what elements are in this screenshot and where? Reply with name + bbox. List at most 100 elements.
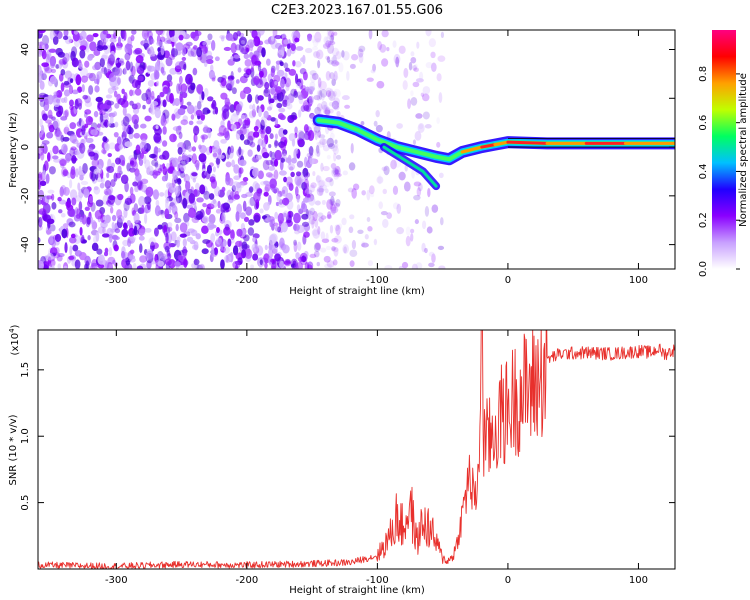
noise-blob [149, 153, 157, 159]
noise-blob [342, 50, 350, 61]
noise-blob [61, 166, 68, 178]
noise-blob [322, 184, 327, 191]
noise-blob [111, 86, 119, 91]
noise-blob [333, 172, 342, 178]
noise-blob [288, 183, 294, 191]
noise-blob [215, 227, 220, 234]
noise-blob [176, 170, 181, 176]
snr-frame [37, 329, 676, 570]
noise-blob [114, 59, 119, 64]
noise-blob [46, 229, 52, 235]
noise-blob [162, 166, 168, 176]
noise-blob [325, 70, 331, 81]
noise-blob [179, 159, 188, 166]
noise-blob [115, 172, 121, 179]
noise-blob [212, 152, 218, 158]
noise-blob [290, 43, 296, 52]
noise-blob [191, 263, 196, 269]
noise-blob [317, 77, 322, 88]
noise-blob [327, 43, 335, 54]
noise-blob [243, 216, 250, 223]
noise-blob [326, 154, 331, 160]
noise-blob [282, 244, 290, 254]
noise-blob [69, 179, 73, 189]
noise-blob [138, 196, 146, 207]
noise-blob [226, 83, 232, 91]
noise-blob [102, 149, 107, 155]
noise-blob [416, 41, 420, 49]
noise-blob [103, 66, 107, 76]
noise-blob [329, 88, 334, 99]
noise-blob [358, 45, 366, 53]
noise-blob [163, 37, 172, 45]
noise-blob [313, 94, 321, 101]
noise-blob [263, 191, 269, 197]
noise-blob [132, 181, 139, 187]
noise-blob [233, 194, 240, 200]
noise-blob [96, 131, 104, 136]
noise-blob [329, 178, 334, 187]
noise-blob [134, 185, 139, 193]
noise-blob [327, 90, 336, 101]
noise-blob [332, 54, 337, 65]
noise-blob [63, 80, 70, 86]
noise-blob [55, 64, 60, 69]
noise-blob [57, 252, 65, 258]
noise-blob [274, 80, 278, 85]
snr-y-ticks: 0.5 1.0 1.5 [20, 362, 675, 511]
noise-blob [93, 110, 99, 118]
noise-blob [129, 235, 137, 242]
noise-blob [162, 86, 169, 95]
noise-blob [114, 228, 121, 234]
noise-blob [303, 250, 309, 258]
noise-blob [59, 158, 67, 167]
noise-blob [123, 125, 129, 135]
noise-blob [298, 256, 303, 263]
noise-blob [377, 174, 382, 185]
noise-blob [177, 108, 186, 116]
noise-blob [177, 125, 182, 131]
noise-blob [313, 250, 320, 258]
noise-blob [324, 178, 331, 188]
noise-blob [160, 209, 164, 215]
noise-blob [250, 264, 255, 269]
noise-blob [264, 262, 268, 269]
noise-blob [242, 243, 250, 249]
noise-blob [160, 114, 165, 126]
noise-blob [220, 138, 227, 144]
noise-blob [265, 58, 271, 66]
noise-blob [316, 141, 322, 146]
noise-blob [318, 80, 327, 91]
snr-x-tick-label: -300 [105, 575, 128, 586]
noise-blob [60, 116, 68, 121]
noise-blob [249, 104, 253, 110]
noise-blob [335, 61, 340, 66]
noise-blob [76, 208, 81, 217]
noise-blob [326, 137, 335, 148]
noise-blob [307, 34, 312, 42]
noise-blob [424, 206, 430, 217]
noise-blob [303, 104, 310, 112]
noise-blob [252, 131, 260, 138]
noise-blob [274, 34, 282, 40]
noise-blob [45, 195, 53, 200]
noise-blob [112, 259, 116, 265]
noise-blob [129, 157, 137, 168]
noise-blob [235, 103, 243, 113]
noise-blob [99, 57, 105, 68]
noise-blob [255, 73, 261, 79]
noise-blob [421, 242, 426, 253]
noise-blob [431, 253, 436, 264]
noise-blob [265, 126, 272, 135]
noise-blob [341, 95, 350, 101]
noise-blob [64, 70, 73, 80]
noise-blob [305, 105, 311, 113]
noise-blob [427, 187, 431, 198]
noise-blob [123, 91, 128, 102]
noise-blob [311, 34, 316, 44]
noise-blob [240, 40, 245, 45]
noise-blob [42, 169, 46, 180]
noise-blob [94, 85, 100, 93]
noise-blob [330, 143, 338, 152]
noise-blob [425, 30, 432, 37]
